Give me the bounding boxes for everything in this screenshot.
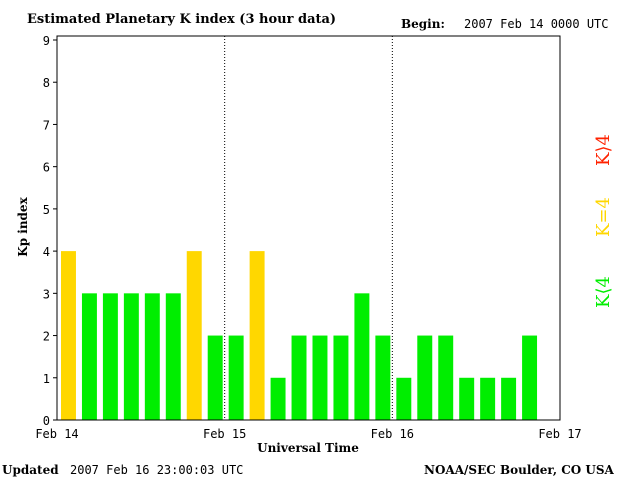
kp-bar [459,377,475,420]
y-tick-label: 1 [43,372,50,386]
y-tick-label: 5 [43,203,50,217]
y-tick-label: 2 [43,330,50,344]
kp-bar [480,377,496,420]
x-tick-label: Feb 17 [538,427,581,441]
kp-bar [102,293,118,420]
chart-title: Estimated Planetary K index (3 hour data… [27,12,336,27]
y-tick-label: 4 [43,245,50,259]
plot-area: 0 1 2 3 4 5 6 7 8 9 Feb 14 Feb 15 Feb 16 Feb 17 [35,34,581,441]
y-axis-label: Kp index [16,196,30,256]
y-tick-label: 8 [43,76,50,90]
y-tick-label: 0 [43,414,50,428]
kp-bar [522,335,538,420]
kp-bar [186,251,202,420]
kp-bar [333,335,349,420]
kp-bar [61,251,76,420]
x-axis-label: Universal Time [257,441,359,455]
y-tick-label: 3 [43,287,50,301]
kp-bar [396,377,412,420]
kp-bar [249,251,265,420]
kp-bar [375,335,391,420]
kp-bar [270,377,286,420]
x-tick-label: Feb 14 [35,427,78,441]
legend-k-greater-4: K⟩4 [593,134,614,166]
y-tick-label: 9 [43,34,50,48]
kp-bar [228,335,244,420]
kp-bar [438,335,454,420]
source-credit: NOAA/SEC Boulder, CO USA [424,463,615,477]
kp-bar [417,335,433,420]
begin-label: Begin: [401,17,445,31]
kp-bar [81,293,97,420]
plot-frame [56,35,561,421]
kp-bar [123,293,139,420]
kp-bar [144,293,160,420]
kp-bar [312,335,328,420]
kp-bar [354,293,370,420]
y-tick-label: 7 [43,118,50,132]
x-tick-label: Feb 16 [371,427,414,441]
kp-bar [291,335,307,420]
updated-label: Updated [2,463,59,477]
x-tick-label: Feb 15 [203,427,246,441]
legend-k-less-4: K⟨4 [593,276,614,308]
updated-value: 2007 Feb 16 23:00:03 UTC [70,463,243,477]
kp-bar [501,377,517,420]
legend-k-equal-4: K=4 [593,197,614,237]
kp-bar [165,293,181,420]
y-tick-label: 6 [43,161,50,175]
begin-value: 2007 Feb 14 0000 UTC [464,17,609,31]
kp-bar [207,335,223,420]
